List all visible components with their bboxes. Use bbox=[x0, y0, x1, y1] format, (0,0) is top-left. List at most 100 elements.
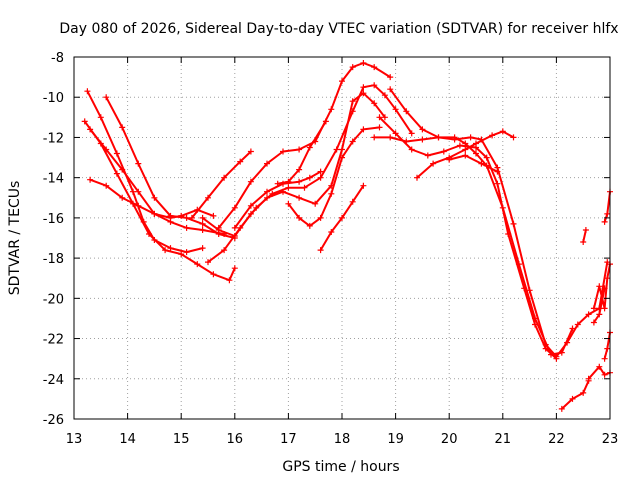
series-line bbox=[560, 379, 590, 410]
data-point bbox=[569, 395, 576, 402]
data-point bbox=[462, 152, 469, 159]
data-point bbox=[467, 134, 474, 141]
data-point bbox=[226, 277, 233, 284]
series-line bbox=[603, 190, 611, 223]
data-point bbox=[456, 142, 463, 149]
y-axis-label: SDTVAR / TECUs bbox=[7, 181, 23, 296]
data-point bbox=[553, 353, 560, 360]
series-arc-23 bbox=[601, 188, 613, 225]
data-point bbox=[317, 174, 324, 181]
data-point bbox=[162, 247, 169, 254]
data-point bbox=[419, 136, 426, 143]
x-axis-label: GPS time / hours bbox=[282, 459, 399, 475]
data-point bbox=[194, 261, 201, 268]
data-point bbox=[231, 204, 238, 211]
x-tick-label: 23 bbox=[602, 432, 619, 447]
x-tick-label: 14 bbox=[119, 432, 136, 447]
data-point bbox=[451, 134, 458, 141]
data-point bbox=[264, 160, 270, 167]
y-tick-label: -26 bbox=[43, 413, 64, 428]
data-point bbox=[301, 184, 308, 191]
data-point bbox=[151, 210, 158, 217]
data-point bbox=[376, 114, 383, 121]
y-tick-label: -24 bbox=[43, 373, 64, 388]
series-line bbox=[587, 365, 611, 380]
series-arc-16 bbox=[371, 134, 576, 358]
data-point bbox=[199, 245, 206, 252]
data-point bbox=[360, 84, 367, 91]
x-tick-label: 22 bbox=[548, 432, 565, 447]
data-point bbox=[167, 245, 174, 252]
data-point bbox=[532, 315, 538, 322]
x-tick-label: 13 bbox=[66, 432, 83, 447]
data-point bbox=[247, 148, 254, 155]
data-point bbox=[237, 158, 244, 165]
data-point bbox=[590, 305, 597, 312]
y-tick-label: -20 bbox=[43, 292, 64, 307]
data-point bbox=[285, 184, 292, 191]
data-point bbox=[569, 325, 576, 332]
data-point bbox=[381, 92, 388, 99]
data-point bbox=[349, 198, 356, 205]
data-point bbox=[221, 174, 228, 181]
data-point bbox=[210, 271, 217, 278]
data-point bbox=[462, 146, 469, 153]
data-point bbox=[178, 251, 185, 258]
data-point bbox=[387, 134, 394, 141]
data-point bbox=[510, 220, 517, 227]
data-point bbox=[296, 146, 303, 153]
data-point bbox=[408, 146, 415, 153]
data-point bbox=[178, 212, 185, 219]
data-point bbox=[296, 194, 303, 201]
data-point bbox=[387, 86, 394, 93]
data-point bbox=[580, 389, 587, 396]
data-point bbox=[424, 152, 431, 159]
series-arc-14 bbox=[376, 114, 560, 362]
y-tick-label: -18 bbox=[43, 252, 64, 267]
series-arc-13 bbox=[317, 182, 367, 254]
data-point bbox=[199, 227, 206, 233]
data-point bbox=[414, 174, 420, 181]
data-point bbox=[601, 285, 608, 292]
data-point bbox=[349, 138, 356, 145]
data-point bbox=[403, 108, 410, 115]
data-point bbox=[135, 188, 142, 195]
data-point bbox=[601, 305, 608, 312]
data-point bbox=[285, 200, 292, 207]
data-point bbox=[237, 224, 244, 231]
data-point bbox=[333, 146, 340, 153]
data-point bbox=[604, 345, 611, 352]
data-point bbox=[360, 182, 367, 189]
data-point bbox=[371, 82, 378, 89]
data-point bbox=[199, 220, 206, 227]
axis-ticks bbox=[73, 56, 611, 420]
data-point bbox=[103, 182, 110, 189]
data-point bbox=[183, 224, 190, 231]
data-point bbox=[296, 214, 303, 221]
data-point bbox=[328, 229, 335, 235]
series-arc-9 bbox=[188, 148, 254, 221]
data-point bbox=[582, 227, 589, 233]
series-arc-22 bbox=[590, 261, 613, 312]
x-tick-label: 19 bbox=[387, 432, 404, 447]
data-point bbox=[97, 114, 104, 121]
x-tick-label: 17 bbox=[280, 432, 297, 447]
data-point bbox=[349, 64, 356, 71]
y-tick-label: -8 bbox=[51, 51, 64, 66]
data-point bbox=[339, 154, 345, 161]
data-point bbox=[339, 146, 345, 153]
y-tick-label: -22 bbox=[43, 333, 64, 348]
data-point bbox=[499, 128, 506, 135]
data-series bbox=[81, 60, 613, 412]
data-point bbox=[103, 94, 110, 101]
data-point bbox=[81, 118, 88, 125]
y-tick-label: -16 bbox=[43, 212, 64, 227]
data-point bbox=[205, 259, 211, 266]
series-line bbox=[416, 130, 515, 179]
data-point bbox=[221, 247, 228, 254]
data-point bbox=[151, 237, 158, 243]
data-point bbox=[371, 100, 378, 107]
chart-title: Day 080 of 2026, Sidereal Day-to-day VTE… bbox=[59, 21, 618, 37]
data-point bbox=[306, 144, 313, 151]
data-point bbox=[113, 150, 120, 157]
